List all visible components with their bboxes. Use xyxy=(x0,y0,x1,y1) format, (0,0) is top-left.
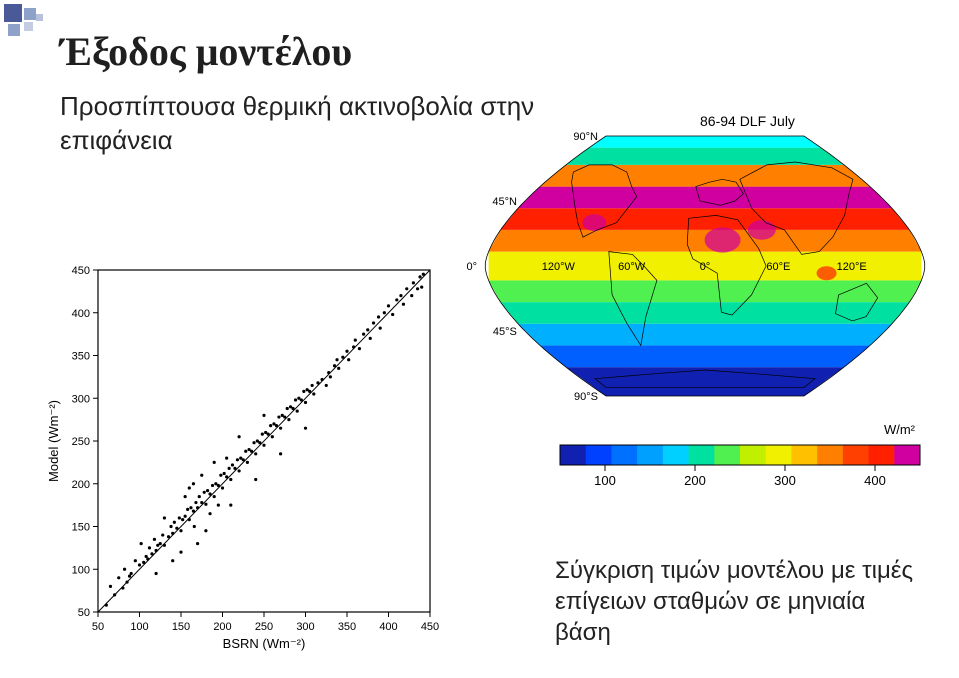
colorbar: W/m² 100200300400 xyxy=(555,440,925,500)
svg-text:250: 250 xyxy=(255,621,273,633)
subtitle-line2: επιφάνεια xyxy=(60,125,173,155)
svg-text:Model (Wm⁻²): Model (Wm⁻²) xyxy=(46,400,61,482)
svg-text:50: 50 xyxy=(78,607,90,619)
svg-text:200: 200 xyxy=(684,473,706,488)
svg-text:45°S: 45°S xyxy=(493,326,517,338)
svg-text:45°N: 45°N xyxy=(492,196,517,208)
svg-text:300: 300 xyxy=(72,393,90,405)
svg-text:90°N: 90°N xyxy=(573,131,598,143)
svg-text:120°W: 120°W xyxy=(542,261,576,273)
svg-text:60°W: 60°W xyxy=(618,261,646,273)
svg-text:90°S: 90°S xyxy=(574,391,598,403)
svg-text:100: 100 xyxy=(594,473,616,488)
caption-l1: Σύγκριση τιμών μοντέλου με τιμές xyxy=(555,557,913,584)
svg-text:450: 450 xyxy=(421,621,439,633)
svg-text:100: 100 xyxy=(130,621,148,633)
map-title: 86-94 DLF July xyxy=(700,113,795,129)
svg-text:350: 350 xyxy=(338,621,356,633)
svg-text:200: 200 xyxy=(72,479,90,491)
svg-text:200: 200 xyxy=(213,621,231,633)
svg-text:100: 100 xyxy=(72,564,90,576)
svg-text:120°E: 120°E xyxy=(837,261,867,273)
svg-text:400: 400 xyxy=(72,308,90,320)
svg-text:150: 150 xyxy=(72,522,90,534)
caption: Σύγκριση τιμών μοντέλου με τιμές επίγειω… xyxy=(555,555,913,649)
map-svg: 90°N 45°N 0° 45°S 90°S 120°W 60°W 0° 60°E 120°E xyxy=(420,115,930,405)
svg-text:400: 400 xyxy=(864,473,886,488)
svg-text:450: 450 xyxy=(72,265,90,277)
global-map: 86-94 DLF July 90°N 45°N 0° 45°S 90°S 120°W 60… xyxy=(420,115,930,405)
colorbar-svg: 100 200 300 400 xyxy=(555,440,925,495)
svg-text:60°E: 60°E xyxy=(766,261,790,273)
svg-text:150: 150 xyxy=(172,621,190,633)
svg-text:250: 250 xyxy=(72,436,90,448)
svg-text:BSRN (Wm⁻²): BSRN (Wm⁻²) xyxy=(223,636,306,651)
slide-title: Έξοδος μοντέλου xyxy=(60,28,352,75)
scatter-svg: 5050 100 100 150 150 200 200 250 250 300 300 350 350… xyxy=(40,260,440,660)
svg-text:300: 300 xyxy=(774,473,796,488)
svg-text:0°: 0° xyxy=(700,261,711,273)
svg-text:50: 50 xyxy=(92,621,104,633)
caption-l3: βάση xyxy=(555,619,611,646)
svg-text:0°: 0° xyxy=(466,261,477,273)
caption-l2: επίγειων σταθμών σε μηνιαία xyxy=(555,588,865,615)
svg-text:300: 300 xyxy=(296,621,314,633)
svg-text:400: 400 xyxy=(379,621,397,633)
svg-text:350: 350 xyxy=(72,351,90,363)
scatter-plot: 5050 100 100 150 150 200 200 250 250 300 300 350 350… xyxy=(40,260,440,665)
colorbar-unit: W/m² xyxy=(884,422,915,437)
